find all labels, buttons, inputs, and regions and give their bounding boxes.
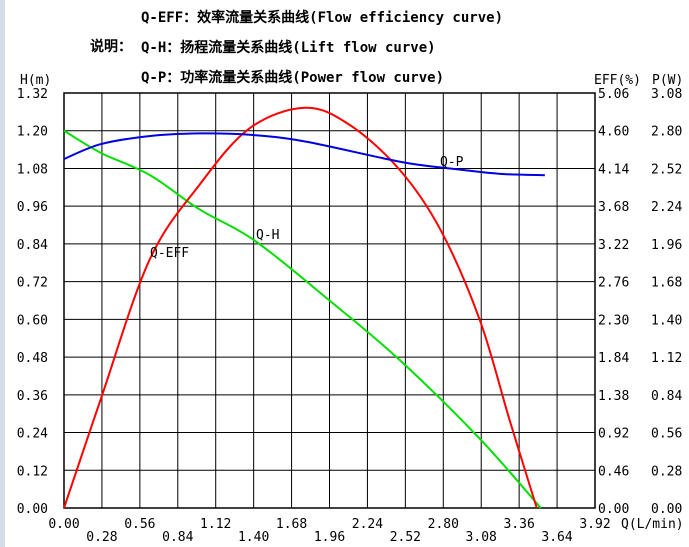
x-tick-label: 2.52 <box>390 530 421 545</box>
y-power-tick-label: 1.12 <box>651 351 682 366</box>
legend-line-p: Q-P：功率流量关系曲线(Power flow curve) <box>141 70 445 86</box>
y-eff-axis-label: EFF(%) <box>594 73 641 88</box>
y-left-tick-label: 0.60 <box>17 313 48 328</box>
x-tick-label: 3.64 <box>541 530 572 545</box>
y-left-tick-label: 0.48 <box>17 351 48 366</box>
x-tick-label: 0.56 <box>124 517 155 532</box>
y-eff-tick-label: 1.84 <box>598 351 629 366</box>
y-power-tick-label: 0.28 <box>651 464 682 479</box>
x-tick-label: 1.40 <box>238 530 269 545</box>
left-edge-strip <box>0 0 5 547</box>
y-eff-tick-label: 5.06 <box>598 87 629 102</box>
y-power-tick-label: 1.96 <box>651 238 682 253</box>
y-left-tick-label: 0.00 <box>17 502 48 517</box>
y-eff-tick-label: 4.60 <box>598 125 629 140</box>
y-power-tick-label: 0.56 <box>651 427 682 442</box>
y-power-tick-label: 1.68 <box>651 276 682 291</box>
x-tick-label: 2.80 <box>428 517 459 532</box>
y-eff-tick-label: 0.92 <box>598 427 629 442</box>
y-left-tick-label: 1.32 <box>17 87 48 102</box>
y-eff-tick-label: 2.30 <box>598 313 629 328</box>
y-eff-tick-label: 3.68 <box>598 200 629 215</box>
x-tick-label: 1.68 <box>276 517 307 532</box>
y-eff-tick-label: 3.22 <box>598 238 629 253</box>
y-power-tick-label: 0.00 <box>651 502 682 517</box>
series-label-q-h: Q-H <box>256 228 279 243</box>
series-label-q-eff: Q-EFF <box>150 246 189 261</box>
y-left-tick-label: 0.24 <box>17 427 48 442</box>
y-eff-tick-label: 1.38 <box>598 389 629 404</box>
x-tick-label: 1.96 <box>314 530 345 545</box>
y-left-tick-label: 0.72 <box>17 276 48 291</box>
y-power-tick-label: 2.24 <box>651 200 682 215</box>
legend-line-h: Q-H：扬程流量关系曲线(Lift flow curve) <box>141 40 436 56</box>
y-left-tick-label: 0.36 <box>17 389 48 404</box>
legend-line-eff: Q-EFF：效率流量关系曲线(Flow efficiency curve) <box>141 10 504 26</box>
series-label-q-p: Q-P <box>440 155 464 170</box>
plot-frame <box>63 92 596 509</box>
x-tick-label: 1.12 <box>200 517 231 532</box>
y-left-tick-label: 0.84 <box>17 238 48 253</box>
x-tick-label: 3.08 <box>466 530 497 545</box>
y-power-tick-label: 1.40 <box>651 313 682 328</box>
x-tick-label: 3.92 <box>579 517 610 532</box>
x-tick-label: 2.24 <box>352 517 383 532</box>
x-tick-label: 0.28 <box>86 530 117 545</box>
y-left-tick-label: 1.20 <box>17 125 48 140</box>
x-tick-label: 3.36 <box>503 517 534 532</box>
x-tick-label: 0.84 <box>162 530 193 545</box>
series-line-q-p <box>63 132 545 177</box>
y-left-tick-label: 0.96 <box>17 200 48 215</box>
y-power-tick-label: 2.80 <box>651 125 682 140</box>
y-power-tick-label: 3.08 <box>651 87 682 102</box>
y-power-tick-label: 0.84 <box>651 389 682 404</box>
y-eff-tick-label: 0.46 <box>598 464 629 479</box>
y-left-axis-label: H(m) <box>20 73 51 88</box>
y-power-tick-label: 2.52 <box>651 162 682 177</box>
x-tick-label: 0.00 <box>48 517 79 532</box>
series-line-q-h <box>63 129 542 509</box>
y-left-tick-label: 1.08 <box>17 162 48 177</box>
y-power-axis-label: P(W) <box>652 73 683 88</box>
legend-intro: 说明： <box>90 39 132 55</box>
y-eff-tick-label: 2.76 <box>598 276 629 291</box>
y-eff-tick-label: 0.00 <box>598 502 629 517</box>
y-eff-tick-label: 4.14 <box>598 162 629 177</box>
series-line-q-eff <box>63 106 538 509</box>
y-left-tick-label: 0.12 <box>17 464 48 479</box>
x-axis-label: Q(L/min) <box>621 517 684 532</box>
